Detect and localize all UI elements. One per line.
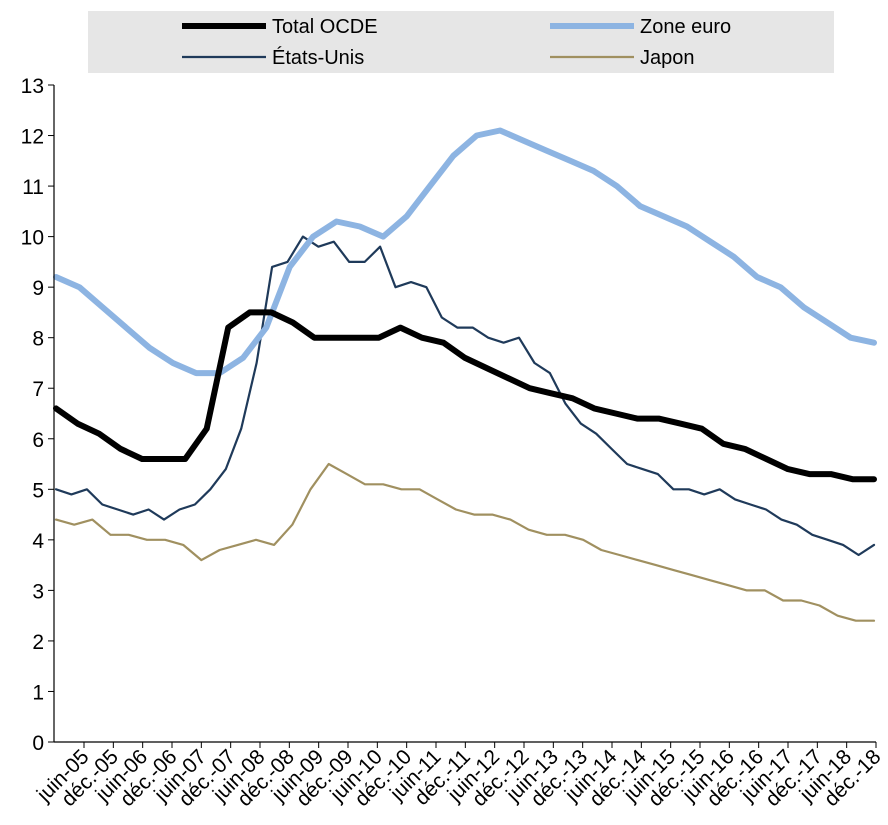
series-line-total-ocde bbox=[53, 309, 877, 483]
y-tick-label: 0 bbox=[32, 732, 44, 755]
y-tick-label: 4 bbox=[32, 530, 44, 553]
legend: Total OCDE Zone euro États-Unis Japon bbox=[182, 16, 731, 69]
y-tick-label: 11 bbox=[22, 176, 44, 199]
legend-label-japon: Japon bbox=[640, 47, 695, 69]
y-tick-label: 7 bbox=[32, 378, 44, 401]
x-axis: juin-05déc.-05juin-06déc.-06juin-07déc.-… bbox=[32, 742, 886, 811]
legend-box bbox=[88, 11, 834, 73]
y-tick-label: 12 bbox=[21, 126, 44, 149]
legend-label-zone-euro: Zone euro bbox=[640, 16, 731, 38]
legend-label-total-ocde: Total OCDE bbox=[272, 16, 378, 38]
legend-label-etats-unis: États-Unis bbox=[272, 46, 364, 69]
y-tick-label: 13 bbox=[21, 75, 44, 98]
series-line-etats-unis bbox=[54, 235, 876, 557]
series-line-zone-euro bbox=[53, 127, 877, 377]
y-tick-label: 5 bbox=[32, 479, 44, 502]
y-tick-label: 2 bbox=[32, 631, 44, 654]
y-tick-label: 8 bbox=[32, 328, 44, 351]
y-tick-label: 10 bbox=[21, 227, 44, 250]
y-tick-label: 1 bbox=[32, 681, 44, 704]
y-tick-label: 6 bbox=[32, 429, 44, 452]
y-tick-label: 9 bbox=[32, 277, 44, 300]
series-line-japon bbox=[54, 462, 876, 622]
series-lines bbox=[53, 127, 877, 622]
y-tick-label: 3 bbox=[32, 580, 44, 603]
